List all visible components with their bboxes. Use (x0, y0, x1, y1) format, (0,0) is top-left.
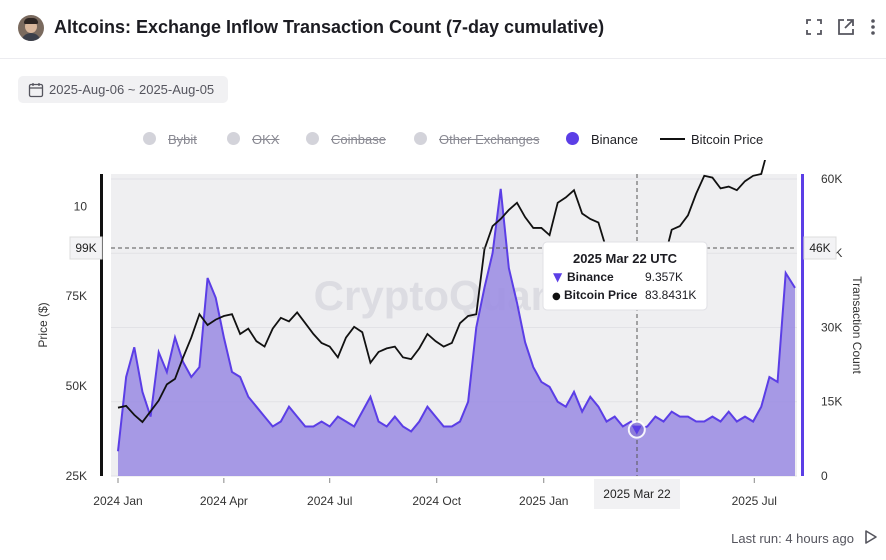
left-tick-label: 25K (66, 469, 87, 483)
tooltip-btc-marker: ● (552, 291, 561, 302)
binance-area-fill (118, 188, 795, 476)
chart-title: Altcoins: Exchange Inflow Transaction Co… (54, 17, 605, 37)
crosshair-right-label-box (803, 236, 837, 260)
tooltip: 2025 Mar 22 UTC ▼ Binance 9.357K ● Bitco… (542, 241, 708, 311)
left-axis-title: Price ($) (36, 302, 50, 347)
x-tick-label: 2024 Oct (412, 494, 461, 508)
bitcoin-price-series (117, 160, 766, 424)
chart-header: Altcoins: Exchange Inflow Transaction Co… (0, 0, 886, 59)
x-axis-ticks: 2024 Jan 2024 Apr 2024 Jul 2024 Oct 2025 Jan… (93, 478, 777, 508)
legend-dot (306, 132, 319, 145)
chart-legend: Bybit OKX Coinbase Other Exchanges Binan… (0, 128, 886, 150)
author-avatar[interactable] (18, 15, 44, 41)
x-tick-label: 2025 Jan (519, 494, 568, 508)
expand-icon[interactable] (803, 16, 825, 38)
left-axis-bar (100, 174, 103, 476)
tooltip-binance-value: 9.357K (645, 270, 683, 284)
watermark: CryptoQuant (314, 272, 571, 319)
x-tick-label: 2025 Jul (732, 494, 777, 508)
highlight-marker (631, 425, 642, 435)
x-tick-label: 2024 Jul (307, 494, 352, 508)
tooltip-btc-value: 83.8431K (645, 288, 696, 302)
chart-canvas[interactable]: CryptoQuant Price ($) Transaction Count … (0, 160, 886, 520)
play-icon[interactable] (864, 529, 878, 545)
date-range-label: 2025-Aug-06 ~ 2025-Aug-05 (49, 82, 215, 97)
binance-series (117, 188, 796, 476)
crosshair-x-label-box (594, 479, 680, 509)
right-tick-label: 15K (821, 395, 842, 409)
tooltip-date: 2025 Mar 22 UTC (573, 251, 678, 266)
x-tick-label: 2024 Jan (93, 494, 142, 508)
bitcoin-price-line (117, 160, 766, 424)
x-tick-label: 2024 Apr (200, 494, 248, 508)
left-axis-ticks: 25K 50K 75K 10 (66, 199, 88, 483)
crosshair-left-label: 99K (75, 241, 96, 255)
calendar-icon (28, 83, 44, 98)
last-run-label: Last run: 4 hours ago (731, 531, 854, 546)
date-range-picker[interactable]: 2025-Aug-06 ~ 2025-Aug-05 (18, 76, 228, 103)
right-tick-label: 0 (821, 469, 828, 483)
right-axis-ticks: 015K30K45K60K (821, 172, 842, 483)
right-axis-bar (801, 174, 804, 476)
legend-dot (414, 132, 427, 145)
left-tick-label: 50K (66, 379, 87, 393)
left-tick-label: 10 (74, 199, 88, 213)
right-axis-title: Transaction Count (850, 276, 864, 374)
legend-dot (566, 132, 579, 145)
binance-line (117, 188, 796, 452)
external-link-icon[interactable] (835, 16, 857, 38)
right-tick-label: 30K (821, 320, 842, 334)
more-vertical-icon[interactable] (866, 16, 880, 38)
tooltip-binance-marker: ▼ (553, 270, 563, 284)
crosshair-right-label: 46K (809, 241, 830, 255)
tooltip-btc-name: Bitcoin Price (564, 288, 638, 302)
legend-dot (227, 132, 240, 145)
crosshair-x-label: 2025 Mar 22 (603, 487, 671, 501)
tooltip-binance-name: Binance (567, 270, 614, 284)
legend-dot (143, 132, 156, 145)
crosshair-left-label-box (69, 236, 103, 260)
left-tick-label: 75K (66, 289, 87, 303)
right-tick-label: 60K (821, 172, 842, 186)
legend-line (660, 138, 685, 140)
